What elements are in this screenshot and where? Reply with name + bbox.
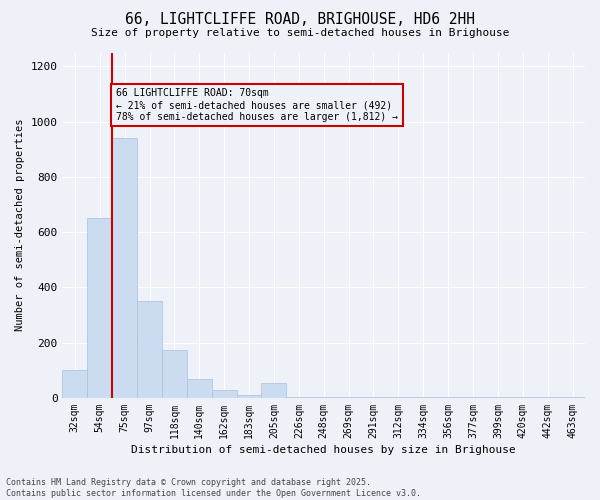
- Text: Contains HM Land Registry data © Crown copyright and database right 2025.
Contai: Contains HM Land Registry data © Crown c…: [6, 478, 421, 498]
- Text: Size of property relative to semi-detached houses in Brighouse: Size of property relative to semi-detach…: [91, 28, 509, 38]
- Bar: [262, 382, 286, 398]
- Bar: [485, 396, 511, 398]
- X-axis label: Distribution of semi-detached houses by size in Brighouse: Distribution of semi-detached houses by …: [131, 445, 516, 455]
- Y-axis label: Number of semi-detached properties: Number of semi-detached properties: [15, 119, 25, 332]
- Bar: [386, 396, 411, 398]
- Bar: [162, 350, 187, 398]
- Bar: [212, 390, 236, 398]
- Bar: [62, 370, 88, 398]
- Bar: [236, 395, 262, 398]
- Text: 66, LIGHTCLIFFE ROAD, BRIGHOUSE, HD6 2HH: 66, LIGHTCLIFFE ROAD, BRIGHOUSE, HD6 2HH: [125, 12, 475, 28]
- Bar: [411, 396, 436, 398]
- Bar: [137, 301, 162, 398]
- Bar: [511, 396, 535, 398]
- Bar: [461, 396, 485, 398]
- Bar: [286, 396, 311, 398]
- Text: 66 LIGHTCLIFFE ROAD: 70sqm
← 21% of semi-detached houses are smaller (492)
78% o: 66 LIGHTCLIFFE ROAD: 70sqm ← 21% of semi…: [116, 88, 398, 122]
- Bar: [560, 396, 585, 398]
- Bar: [535, 396, 560, 398]
- Bar: [88, 218, 112, 398]
- Bar: [311, 396, 336, 398]
- Bar: [336, 396, 361, 398]
- Bar: [187, 378, 212, 398]
- Bar: [436, 396, 461, 398]
- Bar: [361, 396, 386, 398]
- Bar: [112, 138, 137, 398]
